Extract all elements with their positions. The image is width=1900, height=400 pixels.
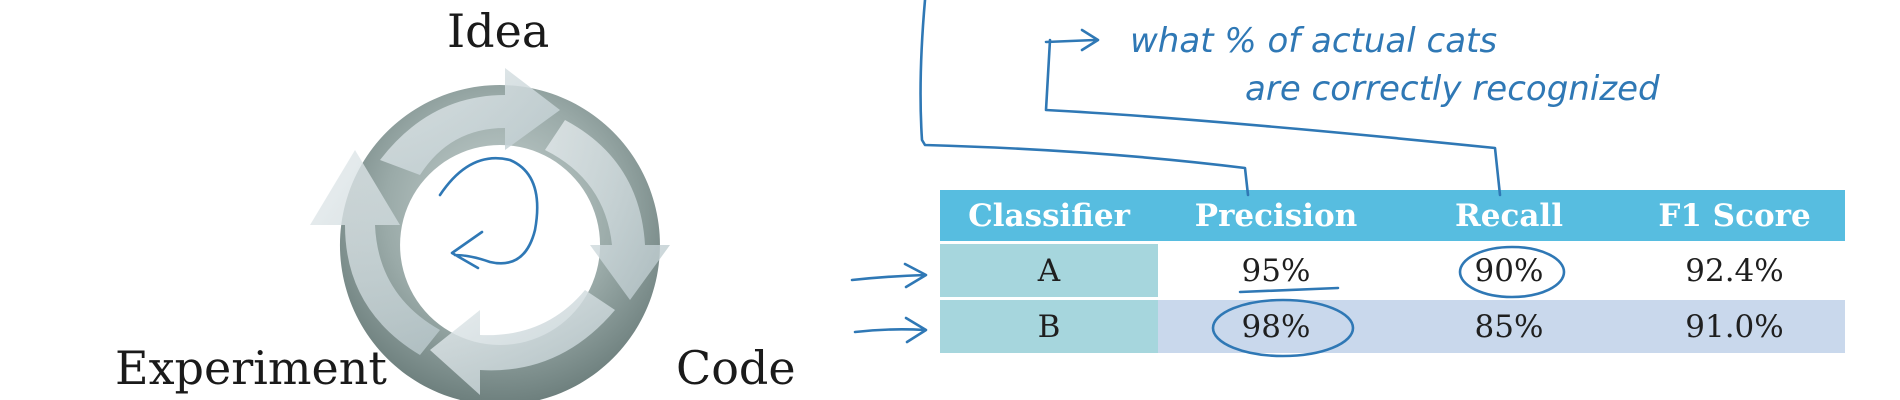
header-f1-score: F1 Score — [1624, 190, 1845, 241]
row-b-recall: 85% — [1394, 300, 1624, 353]
bracket-line-precision — [919, 0, 1250, 197]
header-classifier: Classifier — [940, 190, 1158, 241]
row-b-precision: 98% — [1158, 300, 1394, 353]
row-a-f1: 92.4% — [1624, 244, 1845, 297]
cycle-arrow-bottom — [430, 290, 615, 395]
bracket-line-recall — [1044, 38, 1502, 197]
cycle-label-code: Code — [676, 341, 796, 395]
table-row: A 95% 90% 92.4% — [940, 241, 1845, 297]
table-row: B 98% 85% 91.0% — [940, 297, 1845, 353]
header-recall: Recall — [1394, 190, 1624, 241]
row-a-classifier: A — [940, 244, 1158, 297]
annotation-line-1: what % of actual cats — [1130, 21, 1497, 61]
hand-drawn-loop — [438, 156, 539, 270]
row-b-classifier: B — [940, 300, 1158, 353]
row-a-precision: 95% — [1158, 244, 1394, 297]
annotation-arrow — [1044, 28, 1100, 52]
row-a-recall: 90% — [1394, 244, 1624, 297]
cycle-label-experiment: Experiment — [115, 341, 387, 395]
row-b-f1: 91.0% — [1624, 300, 1845, 353]
metrics-table: Classifier Precision Recall F1 Score A 9… — [940, 190, 1845, 353]
cycle-diagram — [310, 68, 670, 400]
annotation-line-2: are correctly recognized — [1245, 69, 1660, 109]
header-precision: Precision — [1158, 190, 1394, 241]
cycle-label-idea: Idea — [447, 4, 550, 58]
cycle-arrow-top — [380, 68, 560, 175]
cycle-arrow-right — [545, 120, 670, 300]
table-header-row: Classifier Precision Recall F1 Score — [940, 190, 1845, 241]
cycle-arrow-left — [310, 150, 440, 355]
